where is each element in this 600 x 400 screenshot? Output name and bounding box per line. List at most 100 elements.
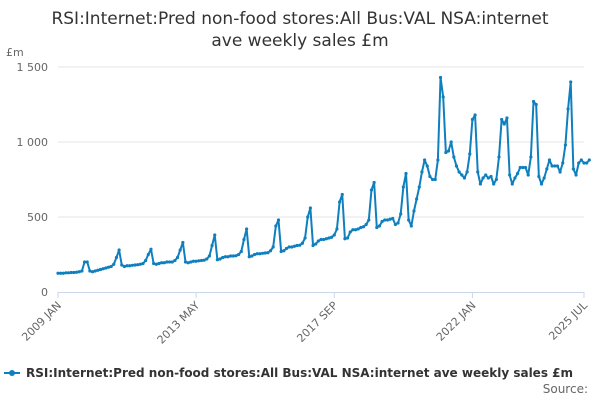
data-point[interactable] bbox=[152, 261, 156, 266]
data-point[interactable] bbox=[90, 270, 95, 274]
data-point[interactable] bbox=[64, 271, 68, 275]
data-point[interactable] bbox=[343, 237, 347, 241]
data-point[interactable] bbox=[340, 192, 344, 197]
data-point[interactable] bbox=[563, 143, 568, 147]
data-point[interactable] bbox=[545, 167, 549, 171]
data-point[interactable] bbox=[449, 140, 453, 144]
data-point[interactable] bbox=[468, 152, 472, 156]
data-point[interactable] bbox=[433, 177, 437, 182]
data-point[interactable] bbox=[223, 255, 227, 259]
data-point[interactable] bbox=[247, 255, 251, 259]
data-point[interactable] bbox=[128, 264, 132, 268]
data-point[interactable] bbox=[77, 270, 81, 274]
data-point[interactable] bbox=[316, 239, 320, 243]
data-point[interactable] bbox=[175, 255, 180, 260]
data-point[interactable] bbox=[69, 270, 73, 275]
data-point[interactable] bbox=[494, 177, 498, 182]
data-point[interactable] bbox=[542, 176, 546, 180]
data-point[interactable] bbox=[144, 258, 148, 263]
data-point[interactable] bbox=[117, 248, 121, 252]
data-point[interactable] bbox=[266, 251, 270, 255]
data-point[interactable] bbox=[465, 170, 469, 174]
data-point[interactable] bbox=[104, 266, 108, 270]
data-point[interactable] bbox=[441, 95, 445, 99]
data-point[interactable] bbox=[199, 258, 204, 263]
data-point[interactable] bbox=[122, 264, 127, 269]
data-point[interactable] bbox=[438, 75, 443, 80]
data-point[interactable] bbox=[364, 222, 368, 227]
data-point[interactable] bbox=[72, 270, 76, 275]
data-point[interactable] bbox=[393, 222, 397, 227]
data-point[interactable] bbox=[245, 227, 249, 231]
data-point[interactable] bbox=[361, 225, 366, 229]
data-point[interactable] bbox=[133, 263, 137, 267]
data-point[interactable] bbox=[367, 218, 371, 222]
data-point[interactable] bbox=[476, 170, 480, 174]
data-point[interactable] bbox=[96, 268, 100, 272]
data-point[interactable] bbox=[372, 180, 376, 185]
data-point[interactable] bbox=[526, 173, 530, 177]
data-point[interactable] bbox=[385, 218, 390, 222]
data-point[interactable] bbox=[460, 173, 464, 177]
data-point[interactable] bbox=[255, 252, 259, 256]
data-point[interactable] bbox=[170, 260, 174, 264]
data-point[interactable] bbox=[417, 185, 421, 189]
data-point[interactable] bbox=[420, 170, 424, 174]
data-point[interactable] bbox=[353, 228, 358, 232]
data-point[interactable] bbox=[197, 259, 201, 263]
data-point[interactable] bbox=[369, 188, 374, 192]
data-point[interactable] bbox=[391, 216, 395, 221]
data-point[interactable] bbox=[207, 254, 212, 258]
data-point[interactable] bbox=[146, 252, 150, 257]
data-point[interactable] bbox=[404, 171, 408, 176]
data-point[interactable] bbox=[298, 243, 302, 247]
data-point[interactable] bbox=[513, 176, 517, 180]
data-point[interactable] bbox=[505, 116, 509, 120]
data-point[interactable] bbox=[492, 182, 496, 186]
data-point[interactable] bbox=[566, 107, 570, 111]
data-point[interactable] bbox=[221, 255, 225, 260]
data-point[interactable] bbox=[178, 248, 182, 252]
data-point[interactable] bbox=[481, 176, 485, 180]
data-point[interactable] bbox=[210, 243, 214, 248]
data-point[interactable] bbox=[82, 260, 87, 264]
data-point[interactable] bbox=[218, 257, 222, 261]
data-point[interactable] bbox=[282, 249, 286, 253]
data-point[interactable] bbox=[478, 182, 482, 186]
data-point[interactable] bbox=[518, 165, 522, 170]
data-point[interactable] bbox=[287, 245, 291, 249]
data-point[interactable] bbox=[375, 225, 379, 230]
data-point[interactable] bbox=[263, 251, 267, 255]
data-point[interactable] bbox=[252, 252, 257, 257]
data-point[interactable] bbox=[415, 197, 419, 201]
data-point[interactable] bbox=[295, 243, 299, 248]
data-point[interactable] bbox=[284, 246, 289, 251]
data-point[interactable] bbox=[351, 228, 355, 232]
data-point[interactable] bbox=[67, 271, 71, 275]
data-point[interactable] bbox=[75, 270, 79, 274]
data-point[interactable] bbox=[446, 149, 451, 153]
data-point[interactable] bbox=[319, 237, 323, 242]
data-point[interactable] bbox=[484, 173, 488, 177]
data-point[interactable] bbox=[462, 176, 467, 180]
data-point[interactable] bbox=[356, 227, 360, 231]
data-point[interactable] bbox=[332, 233, 336, 237]
data-point[interactable] bbox=[510, 182, 514, 186]
data-point[interactable] bbox=[215, 258, 219, 262]
data-point[interactable] bbox=[242, 237, 246, 242]
data-point[interactable] bbox=[502, 122, 506, 126]
data-point[interactable] bbox=[500, 117, 504, 122]
data-point[interactable] bbox=[234, 254, 238, 258]
data-point[interactable] bbox=[574, 173, 578, 177]
data-point[interactable] bbox=[292, 244, 297, 248]
data-point[interactable] bbox=[120, 263, 124, 267]
data-point[interactable] bbox=[407, 218, 411, 222]
data-point[interactable] bbox=[409, 224, 413, 228]
data-point[interactable] bbox=[569, 80, 573, 84]
data-point[interactable] bbox=[561, 161, 565, 165]
data-point[interactable] bbox=[194, 259, 198, 263]
data-point[interactable] bbox=[173, 258, 177, 263]
data-point[interactable] bbox=[452, 155, 456, 159]
data-point[interactable] bbox=[303, 236, 307, 240]
data-point[interactable] bbox=[311, 243, 315, 248]
